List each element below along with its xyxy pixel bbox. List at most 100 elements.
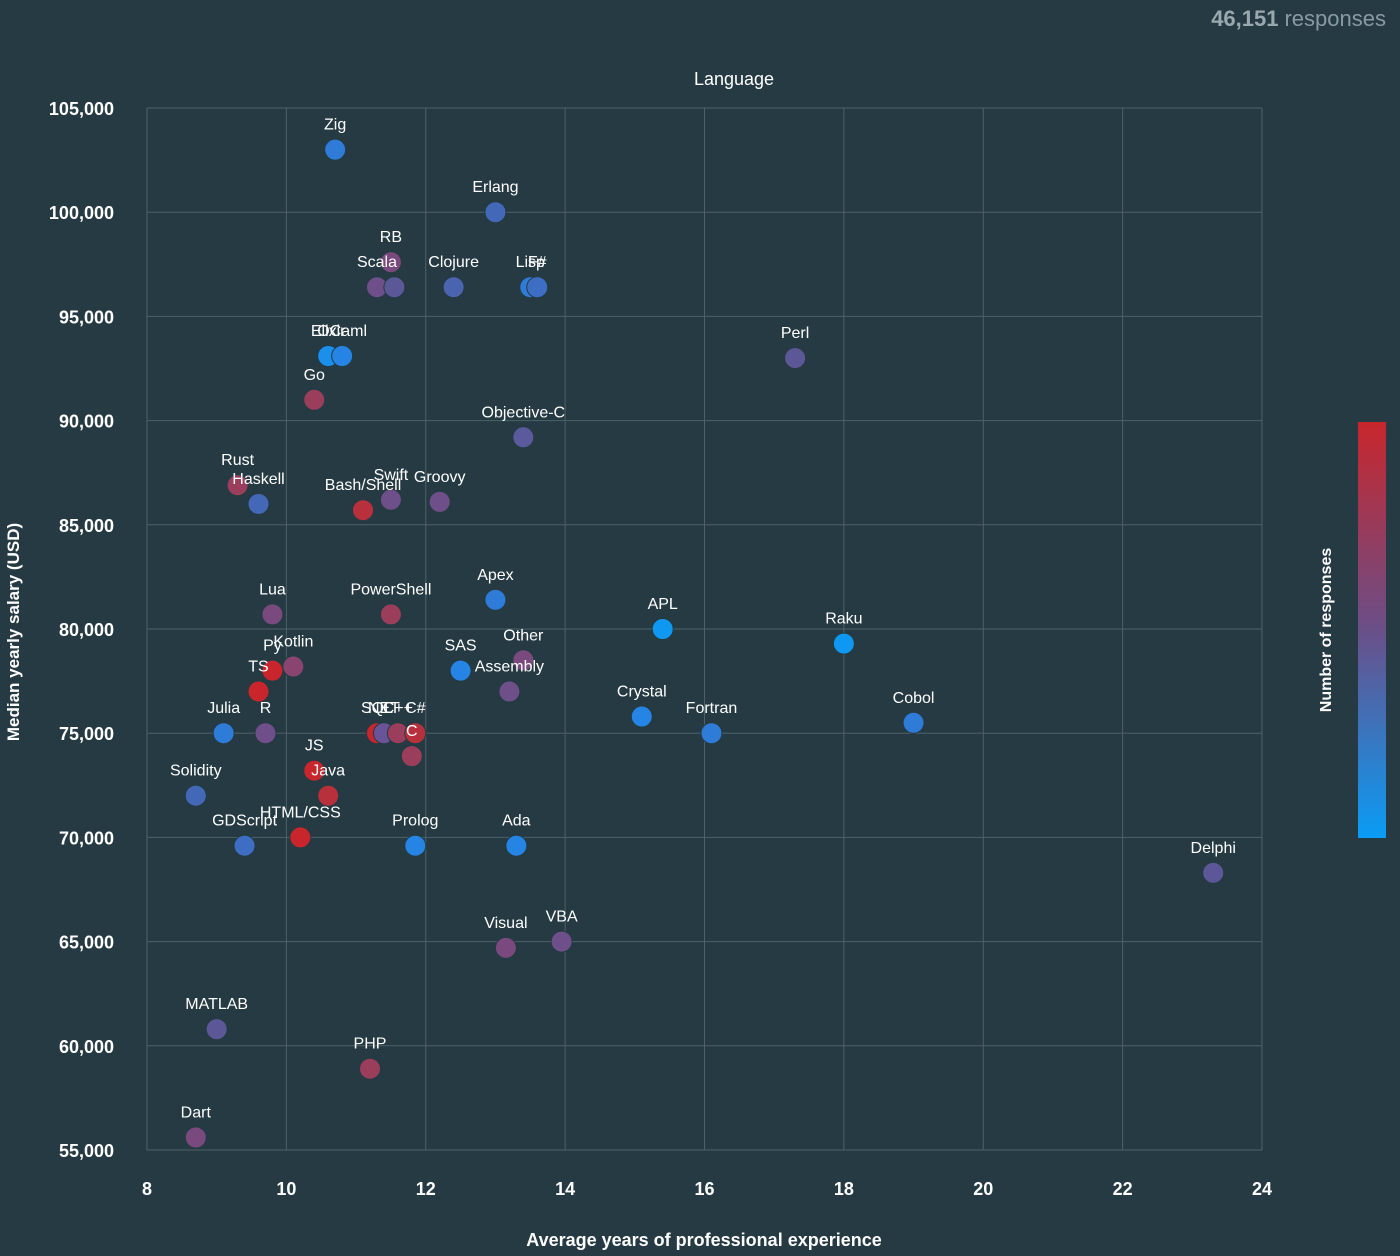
data-point[interactable] [254, 722, 277, 745]
data-point[interactable] [505, 834, 528, 857]
data-point[interactable] [379, 251, 402, 274]
data-point[interactable] [512, 426, 535, 449]
data-label: TS [248, 659, 268, 676]
x-tick-label: 22 [1113, 1179, 1133, 1199]
responses-number: 46,151 [1211, 6, 1279, 31]
y-tick-label: 90,000 [59, 412, 114, 432]
data-label: Raku [825, 611, 862, 628]
data-point[interactable] [261, 659, 284, 682]
data-point[interactable] [498, 680, 521, 703]
data-label: Julia [207, 700, 240, 717]
data-point[interactable] [428, 490, 451, 513]
data-point[interactable] [247, 680, 270, 703]
data-point[interactable] [1202, 861, 1225, 884]
data-point[interactable] [289, 826, 312, 849]
data-point[interactable] [205, 1018, 228, 1041]
data-label: Swift [374, 467, 409, 484]
data-point[interactable] [184, 1126, 207, 1149]
data-point[interactable] [324, 138, 347, 161]
data-point[interactable] [247, 492, 270, 515]
data-label: Groovy [414, 469, 466, 486]
data-label: Zig [324, 117, 346, 134]
data-point[interactable] [442, 276, 465, 299]
x-tick-label: 16 [694, 1179, 714, 1199]
data-label: Elixir [311, 323, 346, 340]
chart-title: Language [694, 69, 774, 89]
data-point[interactable] [331, 344, 354, 367]
data-label: PowerShell [350, 581, 431, 598]
data-label: SQL [361, 700, 393, 717]
data-point[interactable] [282, 655, 305, 678]
y-tick-label: 100,000 [49, 203, 114, 223]
data-point[interactable] [630, 705, 653, 728]
data-label: MATLAB [185, 996, 248, 1013]
y-tick-label: 55,000 [59, 1141, 114, 1161]
data-point[interactable] [484, 201, 507, 224]
data-label: SAS [445, 638, 477, 655]
data-point[interactable] [383, 276, 406, 299]
data-point[interactable] [449, 659, 472, 682]
x-tick-label: 24 [1252, 1179, 1272, 1199]
data-points [184, 138, 1225, 1149]
data-point[interactable] [526, 276, 549, 299]
data-point[interactable] [359, 1057, 381, 1080]
data-label: Haskell [232, 471, 284, 488]
data-label: Ada [502, 813, 531, 830]
y-tick-label: 95,000 [59, 307, 114, 327]
data-point[interactable] [303, 388, 326, 411]
data-label: OCaml [317, 323, 367, 340]
data-label: Kotlin [273, 634, 313, 651]
data-label: VBA [546, 909, 578, 926]
data-label: Lisp [516, 254, 545, 271]
data-point[interactable] [184, 784, 207, 807]
data-point[interactable] [212, 722, 235, 745]
data-label: Lua [259, 581, 286, 598]
data-point[interactable] [550, 930, 573, 953]
y-tick-label: 80,000 [59, 620, 114, 640]
data-point[interactable] [512, 649, 535, 672]
data-label: Objective-C [482, 404, 566, 421]
y-tick-label: 85,000 [59, 516, 114, 536]
x-tick-label: 8 [142, 1179, 152, 1199]
data-point[interactable] [784, 347, 807, 370]
x-tick-label: 12 [416, 1179, 436, 1199]
responses-word: responses [1284, 6, 1386, 31]
data-label: Clojure [428, 254, 479, 271]
data-label: R [260, 700, 272, 717]
y-tick-label: 60,000 [59, 1037, 114, 1057]
data-point[interactable] [700, 722, 723, 745]
data-point[interactable] [379, 603, 402, 626]
data-point[interactable] [651, 618, 674, 640]
data-point[interactable] [379, 488, 402, 511]
data-label: Scala [357, 254, 397, 271]
colorbar [1358, 422, 1386, 838]
data-label: APL [648, 596, 678, 613]
data-label: Py [263, 638, 282, 655]
colorbar-label: Number of responses [1318, 548, 1335, 713]
data-point[interactable] [303, 759, 326, 782]
data-point[interactable] [484, 588, 507, 611]
x-tick-label: 10 [276, 1179, 296, 1199]
data-label: C++ [383, 700, 413, 717]
data-label: Erlang [472, 179, 518, 196]
data-label: Other [503, 627, 544, 644]
data-point[interactable] [832, 632, 855, 655]
data-point[interactable] [261, 603, 284, 626]
data-point[interactable] [233, 834, 256, 857]
data-point[interactable] [404, 834, 427, 857]
data-point[interactable] [400, 745, 423, 768]
data-label: Prolog [392, 813, 438, 830]
data-label: Solidity [170, 763, 222, 780]
data-point[interactable] [226, 474, 249, 497]
data-point[interactable] [902, 711, 925, 734]
data-point[interactable] [352, 499, 375, 522]
data-label: Crystal [617, 684, 667, 701]
data-point[interactable] [317, 784, 340, 807]
data-point[interactable] [404, 722, 427, 745]
data-point[interactable] [494, 936, 517, 959]
x-tick-label: 20 [973, 1179, 993, 1199]
data-label: Assembly [475, 659, 544, 676]
data-label: Rust [221, 452, 254, 469]
data-label: Java [311, 763, 345, 780]
